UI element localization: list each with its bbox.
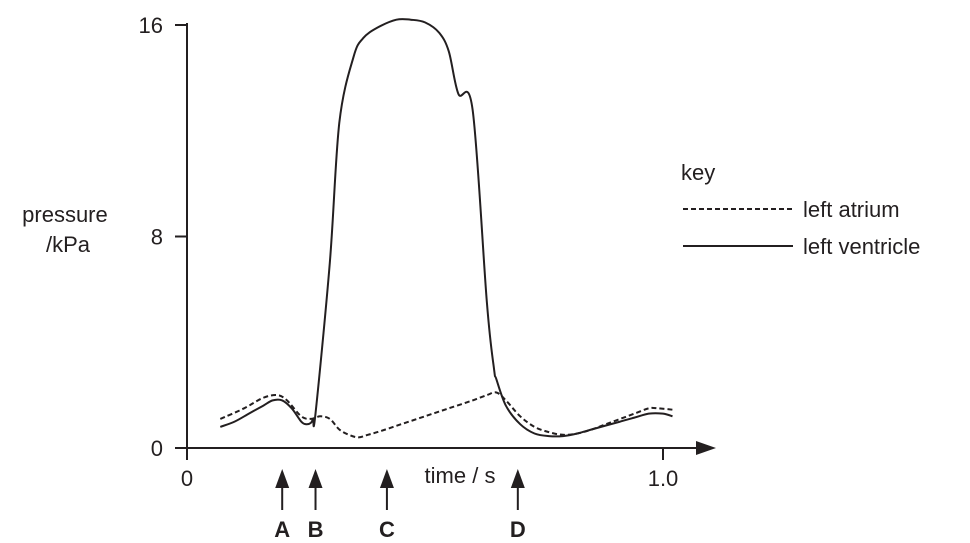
marker-label-C: C (379, 517, 395, 542)
x-axis-label: time / s (425, 463, 496, 488)
series-left-ventricle-line (219, 18, 673, 438)
series-layer (219, 18, 673, 439)
marker-arrowhead-B (308, 469, 323, 488)
marker-label-A: A (274, 517, 290, 542)
series-left-atrium-line (219, 391, 673, 439)
y-axis-label: pressure /kPa (22, 202, 114, 257)
y-tick-label-16: 16 (139, 13, 163, 38)
x-ticks: 0 1.0 (181, 448, 678, 491)
y-tick-label-0: 0 (151, 436, 163, 461)
marker-arrowhead-C (379, 469, 394, 488)
marker-arrowhead-D (510, 469, 525, 488)
marker-label-D: D (510, 517, 526, 542)
legend-title: key (681, 160, 715, 185)
y-ticks: 0 8 16 (139, 13, 187, 461)
x-tick-label-1: 1.0 (648, 466, 679, 491)
legend-label-left-ventricle: left ventricle (803, 234, 920, 259)
marker-arrowhead-A (275, 469, 290, 488)
x-axis-arrowhead (696, 441, 716, 455)
legend-label-left-atrium: left atrium (803, 197, 900, 222)
x-tick-label-0: 0 (181, 466, 193, 491)
y-tick-label-8: 8 (151, 225, 163, 250)
legend: key left atrium left ventricle (681, 160, 920, 259)
marker-label-B: B (308, 517, 324, 542)
